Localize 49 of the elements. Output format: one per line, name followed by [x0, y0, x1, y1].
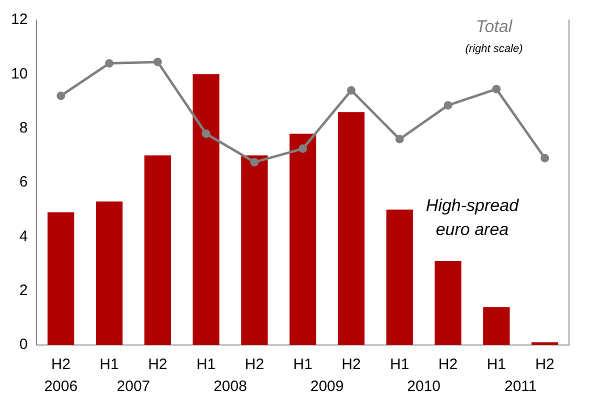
x-tick-label: H1: [100, 356, 119, 374]
bar: [290, 134, 316, 345]
bar: [386, 210, 413, 345]
x-tick-label: H1: [390, 356, 410, 374]
y-tick-label: 4: [19, 228, 28, 245]
y-tick-label: 0: [19, 336, 28, 354]
point: [346, 86, 356, 95]
x-tick-label: H2: [244, 356, 264, 374]
x-tick-label: H2: [438, 356, 458, 374]
x-tick-label: H2: [535, 356, 554, 374]
point: [444, 101, 452, 110]
x-tick-label: H2: [51, 356, 70, 374]
series-label: High-spread euro area: [426, 196, 520, 240]
bar: [48, 212, 74, 345]
text: 2007: [116, 378, 150, 395]
bar: [338, 112, 365, 345]
y-tick-label: 12: [10, 11, 28, 28]
point: [202, 130, 210, 138]
bar: [144, 155, 171, 345]
bar: [434, 261, 462, 345]
point: [298, 144, 308, 153]
x-tick-label: H2: [342, 356, 361, 374]
x-tick-label: H2: [148, 356, 168, 374]
y-tick-label: 2: [19, 282, 28, 299]
y-tick-label: 8: [19, 119, 28, 136]
bar: [96, 201, 123, 345]
y-tick-label: 6: [19, 174, 28, 191]
text: 2009: [310, 378, 344, 395]
bar: [483, 307, 510, 345]
point: [153, 58, 162, 66]
point: [395, 134, 404, 144]
bar: [531, 342, 558, 345]
text: Total: [476, 17, 514, 36]
text: 2010: [407, 378, 441, 395]
point: [105, 59, 114, 68]
bar: [192, 74, 220, 345]
annotation: (right scale): [465, 43, 524, 55]
bar: [241, 155, 268, 345]
x-tick-label: H1: [293, 356, 312, 374]
text: 2006: [44, 378, 78, 395]
point: [56, 92, 66, 100]
point: [540, 154, 550, 162]
point: [250, 158, 259, 166]
y-tick-label: 10: [10, 65, 28, 82]
x-tick-label: H1: [196, 356, 216, 374]
x-tick-label: H1: [486, 356, 506, 374]
text: 2008: [214, 378, 247, 395]
point: [492, 84, 501, 94]
text: 2011: [504, 378, 537, 395]
